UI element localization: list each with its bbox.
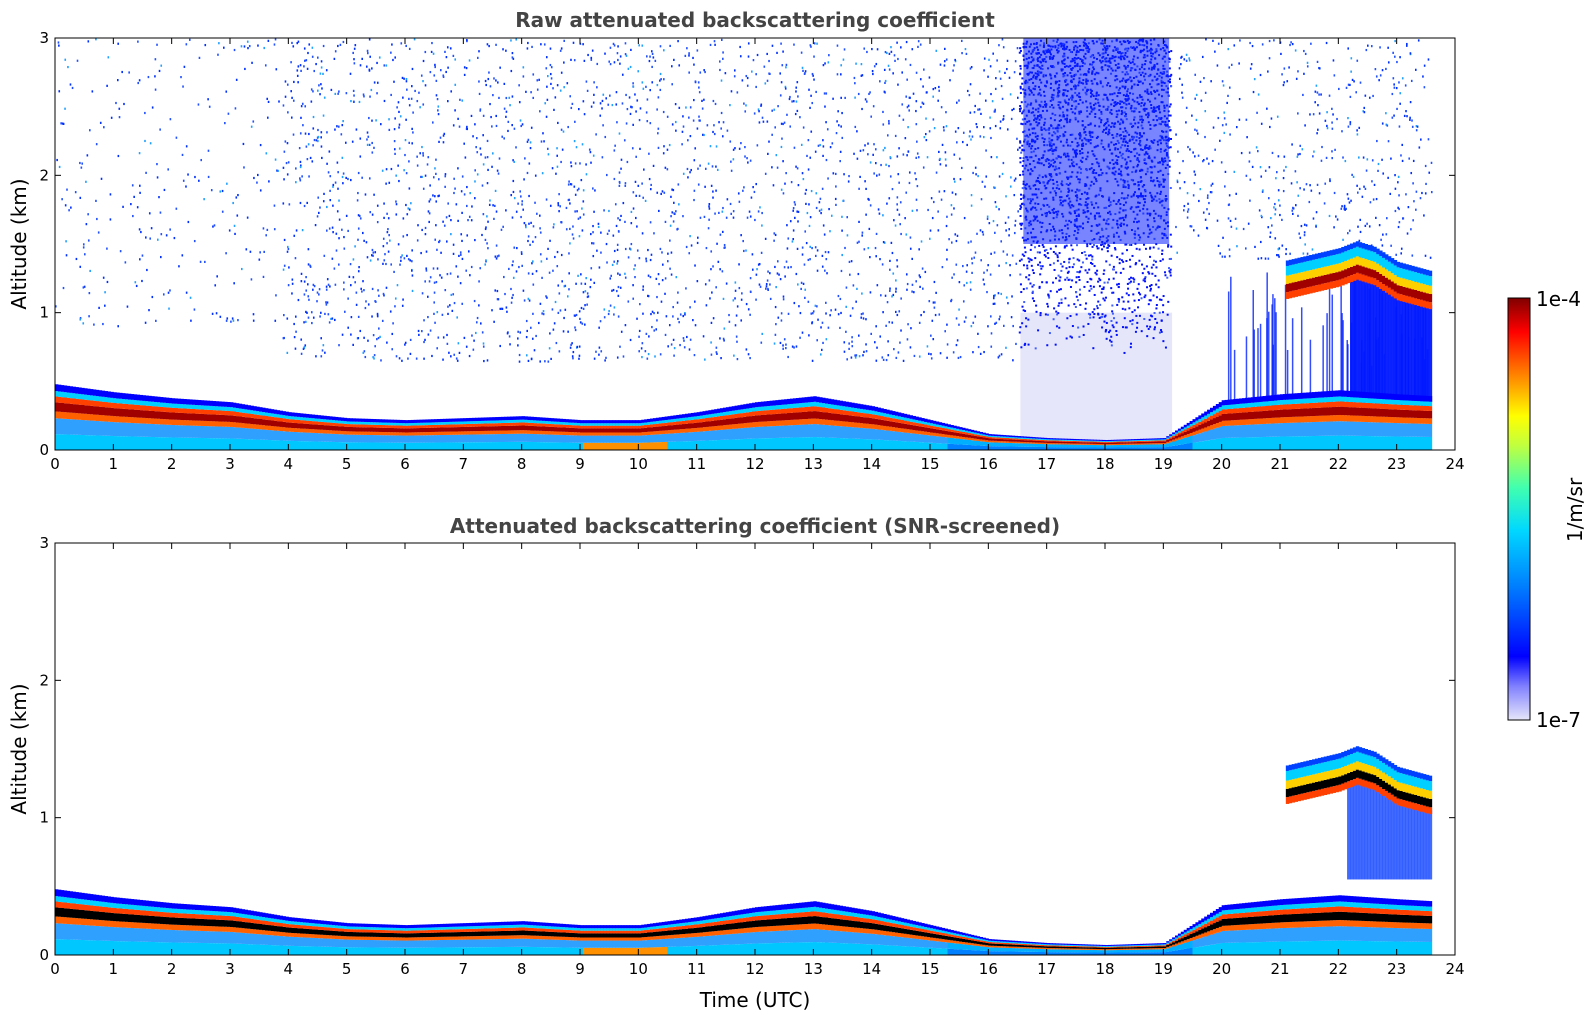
x-tick-label: 10 xyxy=(629,960,648,978)
x-tick-label: 17 xyxy=(1037,455,1056,473)
x-tick-label: 17 xyxy=(1037,960,1056,978)
panel-title: Attenuated backscattering coefficient (S… xyxy=(450,514,1060,538)
colorbar-gradient xyxy=(1507,297,1531,721)
x-axis-label: Time (UTC) xyxy=(699,988,811,1012)
x-tick-label: 3 xyxy=(225,960,235,978)
y-tick-label: 3 xyxy=(39,534,49,552)
colorbar-min-label: 1e-7 xyxy=(1536,708,1581,732)
x-tick-label: 8 xyxy=(517,455,527,473)
elevated-curtain xyxy=(1350,275,1433,402)
x-tick-label: 11 xyxy=(687,455,706,473)
elevated-curtain xyxy=(1347,780,1433,880)
x-tick-label: 22 xyxy=(1329,455,1348,473)
x-axis: 0 1 2 3 4 5 6 7 8 9 10 11 12 13 14 15 16 17 18 19 20 21 22 23 24 xyxy=(50,38,1465,473)
heatmap-area xyxy=(55,746,1433,955)
x-tick-label: 5 xyxy=(342,455,352,473)
plot-frame xyxy=(54,37,1456,451)
x-tick-label: 15 xyxy=(920,455,939,473)
x-tick-label: 24 xyxy=(1445,960,1464,978)
x-tick-label: 19 xyxy=(1154,455,1173,473)
panel-title: Raw attenuated backscattering coefficien… xyxy=(515,8,995,32)
x-tick-label: 20 xyxy=(1212,960,1231,978)
y-tick-label: 3 xyxy=(39,29,49,47)
x-tick-label: 1 xyxy=(109,960,119,978)
x-tick-label: 20 xyxy=(1212,455,1231,473)
x-tick-label: 18 xyxy=(1095,960,1114,978)
noise-dense xyxy=(1018,38,1173,354)
x-tick-label: 4 xyxy=(284,455,294,473)
y-axis-label: Altitude (km) xyxy=(7,683,31,814)
boundary-layer xyxy=(55,889,1433,955)
x-tick-label: 10 xyxy=(629,455,648,473)
x-tick-label: 21 xyxy=(1270,455,1289,473)
x-tick-label: 0 xyxy=(50,455,60,473)
x-tick-label: 24 xyxy=(1445,455,1464,473)
y-tick-label: 0 xyxy=(39,946,49,964)
x-tick-label: 5 xyxy=(342,960,352,978)
x-tick-label: 18 xyxy=(1095,455,1114,473)
panel-screened: Attenuated backscattering coefficient (S… xyxy=(7,514,1465,1012)
x-tick-label: 15 xyxy=(920,960,939,978)
noise-sparse xyxy=(55,38,1433,363)
x-axis: 0 1 2 3 4 5 6 7 8 9 10 11 12 13 14 15 16 17 18 19 20 21 22 23 24 xyxy=(50,543,1465,978)
x-tick-label: 21 xyxy=(1270,960,1289,978)
x-tick-label: 22 xyxy=(1329,960,1348,978)
y-tick-label: 2 xyxy=(39,671,49,689)
x-tick-label: 14 xyxy=(862,960,881,978)
x-tick-label: 7 xyxy=(459,455,469,473)
y-tick-label: 1 xyxy=(39,304,49,322)
low-snr-region xyxy=(1020,312,1173,450)
x-tick-label: 12 xyxy=(745,960,764,978)
y-tick-label: 1 xyxy=(39,809,49,827)
x-tick-label: 19 xyxy=(1154,960,1173,978)
colorbar-max-label: 1e-4 xyxy=(1536,287,1581,311)
y-axis-label: Altitude (km) xyxy=(7,178,31,309)
x-tick-label: 11 xyxy=(687,960,706,978)
x-tick-label: 0 xyxy=(50,960,60,978)
y-tick-label: 2 xyxy=(39,166,49,184)
panel-raw: Raw attenuated backscattering coefficien… xyxy=(7,8,1465,473)
x-tick-label: 16 xyxy=(979,455,998,473)
x-tick-label: 2 xyxy=(167,455,177,473)
x-tick-label: 14 xyxy=(862,455,881,473)
x-tick-label: 1 xyxy=(109,455,119,473)
x-tick-label: 12 xyxy=(745,455,764,473)
x-tick-label: 13 xyxy=(804,960,823,978)
colorbar-unit-label: 1/m/sr xyxy=(1563,477,1587,542)
x-tick-label: 8 xyxy=(517,960,527,978)
x-tick-label: 9 xyxy=(575,960,585,978)
boundary-layer xyxy=(55,384,1433,450)
x-tick-label: 3 xyxy=(225,455,235,473)
y-axis: 0 1 2 3 xyxy=(39,29,1455,459)
plot-frame xyxy=(54,542,1456,956)
y-tick-label: 0 xyxy=(39,441,49,459)
y-axis: 0 1 2 3 xyxy=(39,534,1455,964)
x-tick-label: 7 xyxy=(459,960,469,978)
elevated-layer xyxy=(1285,746,1433,815)
x-tick-label: 2 xyxy=(167,960,177,978)
colorbar: 1e-4 1e-7 1/m/sr xyxy=(1507,287,1587,732)
x-tick-label: 13 xyxy=(804,455,823,473)
x-tick-label: 4 xyxy=(284,960,294,978)
elevated-layer xyxy=(1285,241,1433,310)
x-tick-label: 6 xyxy=(400,455,410,473)
heatmap-area xyxy=(55,38,1433,450)
x-tick-label: 23 xyxy=(1387,960,1406,978)
x-tick-label: 23 xyxy=(1387,455,1406,473)
x-tick-label: 9 xyxy=(575,455,585,473)
x-tick-label: 6 xyxy=(400,960,410,978)
x-tick-label: 16 xyxy=(979,960,998,978)
